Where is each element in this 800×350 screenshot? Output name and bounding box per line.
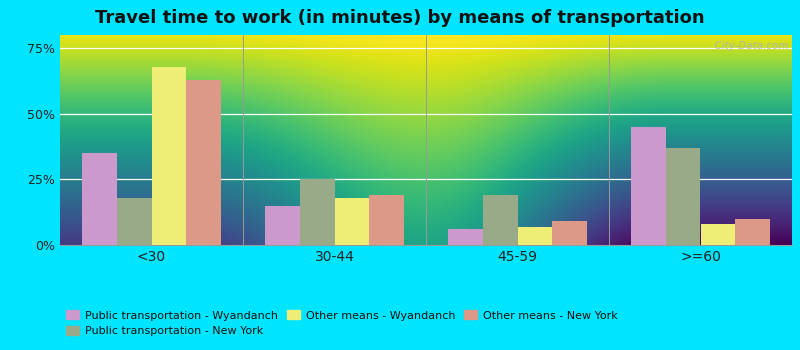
- Bar: [735, 219, 770, 245]
- Text: Travel time to work (in minutes) by means of transportation: Travel time to work (in minutes) by mean…: [95, 9, 705, 27]
- Bar: [334, 198, 370, 245]
- Bar: [370, 195, 404, 245]
- Bar: [117, 198, 151, 245]
- Bar: [666, 148, 701, 245]
- Legend: Public transportation - Wyandanch, Public transportation - New York, Other means: Public transportation - Wyandanch, Publi…: [62, 306, 622, 341]
- Bar: [300, 179, 334, 245]
- Bar: [482, 195, 518, 245]
- Bar: [186, 80, 221, 245]
- Bar: [151, 66, 186, 245]
- Text: City-Data.com: City-Data.com: [708, 41, 788, 51]
- Bar: [631, 127, 666, 245]
- Bar: [82, 153, 117, 245]
- Bar: [448, 229, 482, 245]
- Bar: [552, 222, 587, 245]
- Bar: [701, 224, 735, 245]
- Bar: [265, 206, 300, 245]
- Bar: [518, 227, 552, 245]
